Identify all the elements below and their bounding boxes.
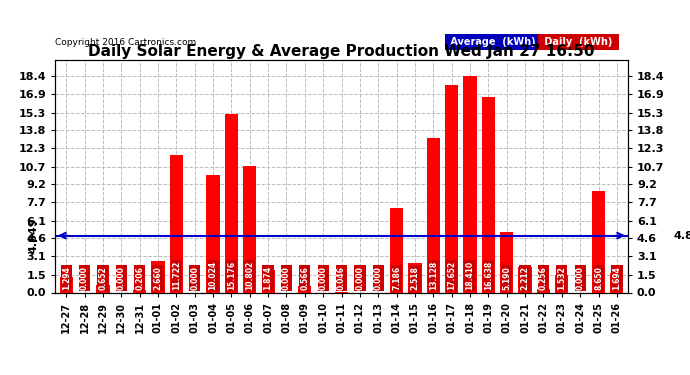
Bar <box>262 270 275 292</box>
Text: 0.256: 0.256 <box>539 266 548 290</box>
Title: Daily Solar Energy & Average Production Wed Jan 27 16:50: Daily Solar Energy & Average Production … <box>88 44 595 59</box>
Text: 2.660: 2.660 <box>153 266 162 290</box>
Bar <box>206 175 219 292</box>
Bar <box>225 114 238 292</box>
Bar <box>592 191 605 292</box>
Text: 1.294: 1.294 <box>61 266 70 290</box>
Bar <box>298 286 311 292</box>
Text: 8.650: 8.650 <box>594 266 603 290</box>
Text: 2.518: 2.518 <box>411 266 420 290</box>
Text: Daily  (kWh): Daily (kWh) <box>541 37 615 47</box>
Text: 18.410: 18.410 <box>466 261 475 290</box>
Bar <box>555 274 569 292</box>
Bar <box>537 290 550 292</box>
Text: 0.000: 0.000 <box>319 266 328 290</box>
Bar <box>426 138 440 292</box>
Text: Copyright 2016 Cartronics.com: Copyright 2016 Cartronics.com <box>55 38 197 47</box>
Text: 0.566: 0.566 <box>300 266 309 290</box>
Text: 4.849: 4.849 <box>28 218 38 254</box>
Text: 4.849: 4.849 <box>673 231 690 240</box>
Text: 17.652: 17.652 <box>447 261 456 290</box>
Text: 16.638: 16.638 <box>484 261 493 290</box>
Text: 0.000: 0.000 <box>190 266 199 290</box>
Bar <box>133 290 146 292</box>
Bar <box>170 155 183 292</box>
Text: 0.000: 0.000 <box>355 266 364 290</box>
Bar <box>445 85 458 292</box>
Text: 0.652: 0.652 <box>99 266 108 290</box>
Text: 0.206: 0.206 <box>135 266 144 290</box>
Text: 0.000: 0.000 <box>80 266 89 290</box>
Text: 11.722: 11.722 <box>172 261 181 290</box>
Text: 0.000: 0.000 <box>575 266 584 290</box>
Bar <box>59 277 73 292</box>
Text: Average  (kWh): Average (kWh) <box>448 37 540 47</box>
Bar <box>610 273 624 292</box>
Text: 5.190: 5.190 <box>502 266 511 290</box>
Text: 10.024: 10.024 <box>208 261 217 290</box>
Bar <box>464 76 477 292</box>
Text: 10.802: 10.802 <box>245 261 255 290</box>
Bar <box>151 261 165 292</box>
Bar <box>482 97 495 292</box>
Bar <box>390 208 403 292</box>
Text: 1.874: 1.874 <box>264 266 273 290</box>
Text: 0.000: 0.000 <box>374 266 383 290</box>
Bar <box>408 263 422 292</box>
Text: 0.000: 0.000 <box>282 266 291 290</box>
Text: 0.000: 0.000 <box>117 266 126 290</box>
Bar <box>243 166 257 292</box>
Text: 15.176: 15.176 <box>227 261 236 290</box>
Bar <box>518 267 532 292</box>
Text: 13.128: 13.128 <box>428 261 438 290</box>
Text: 2.212: 2.212 <box>521 266 530 290</box>
Text: 0.046: 0.046 <box>337 266 346 290</box>
Bar <box>97 285 110 292</box>
Text: 7.186: 7.186 <box>392 266 401 290</box>
Text: 1.532: 1.532 <box>558 266 566 290</box>
Text: 1.694: 1.694 <box>613 266 622 290</box>
Bar <box>500 231 513 292</box>
